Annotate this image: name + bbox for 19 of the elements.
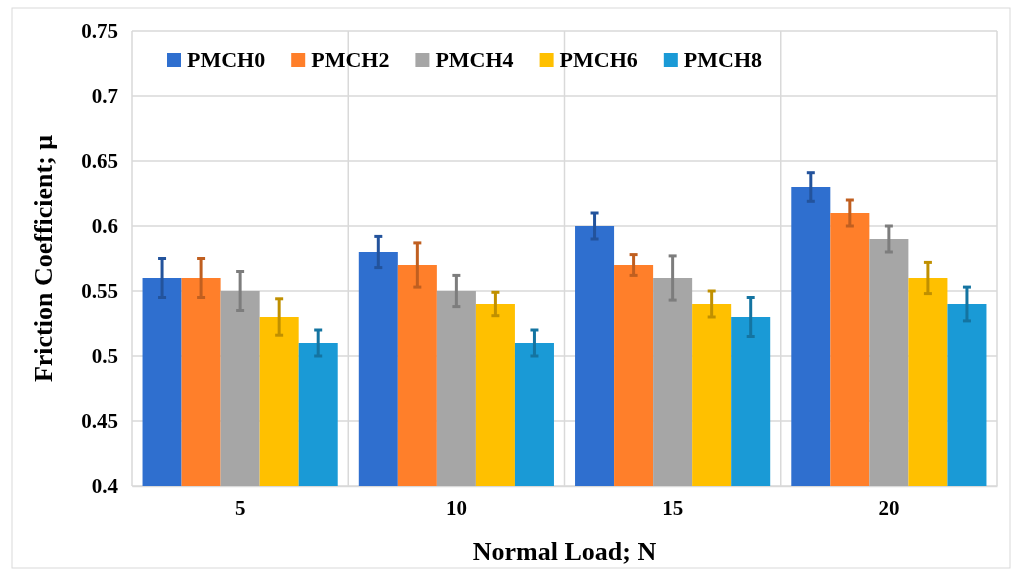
y-axis-title: Friction Coefficient; μ — [29, 134, 58, 383]
y-tick-label: 0.7 — [91, 84, 118, 109]
y-tick-label: 0.55 — [81, 279, 118, 304]
legend-label: PMCH2 — [311, 47, 390, 72]
x-tick-label: 5 — [234, 495, 246, 520]
y-tick-label: 0.65 — [81, 149, 118, 174]
y-tick-label: 0.6 — [91, 214, 118, 239]
y-tick-label: 0.4 — [91, 474, 119, 499]
x-axis-title: Normal Load; N — [472, 537, 657, 566]
legend-label: PMCH6 — [559, 47, 638, 72]
x-tick-label: 10 — [445, 495, 467, 520]
legend-label: PMCH8 — [683, 47, 763, 72]
legend-label: PMCH0 — [187, 47, 266, 72]
y-tick-label: 0.45 — [81, 409, 118, 434]
y-tick-label: 0.75 — [81, 19, 118, 44]
y-tick-label: 0.5 — [91, 344, 118, 369]
legend-label: PMCH4 — [435, 47, 514, 72]
x-tick-label: 20 — [878, 495, 900, 520]
x-tick-label: 15 — [662, 495, 684, 520]
